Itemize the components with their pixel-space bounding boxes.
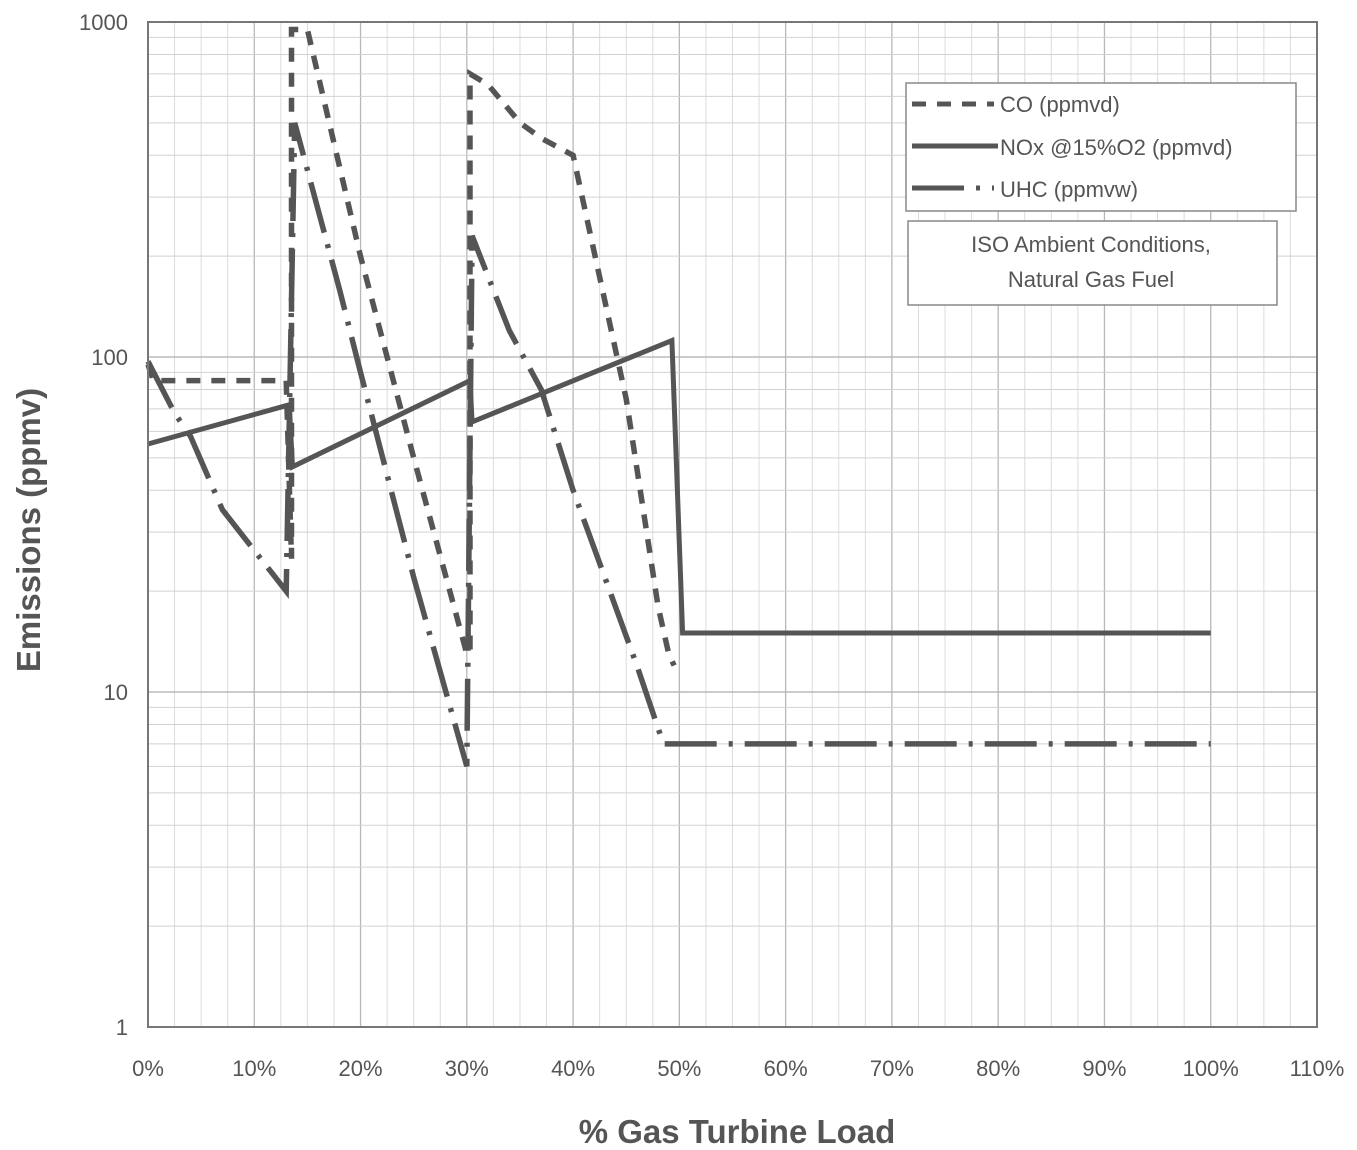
x-tick-label: 0% bbox=[132, 1056, 164, 1081]
legend-label-co: CO (ppmvd) bbox=[1000, 92, 1120, 117]
tick-labels: 0% 10% 20% 30% 40% 50% 60% 70% 80% 90% 100% 110% 1 10… bbox=[79, 10, 1344, 1081]
x-tick-label: 40% bbox=[551, 1056, 595, 1081]
legend-label-nox: NOx @15%O2 (ppmvd) bbox=[1000, 135, 1233, 160]
note-line-1: ISO Ambient Conditions, bbox=[971, 232, 1211, 257]
x-tick-label: 70% bbox=[870, 1056, 914, 1081]
y-tick-label: 100 bbox=[91, 345, 128, 370]
series-lines bbox=[145, 26, 1211, 768]
x-tick-label: 10% bbox=[232, 1056, 276, 1081]
legend: CO (ppmvd) NOx @15%O2 (ppmvd) UHC (ppmvw… bbox=[905, 82, 1297, 212]
note-box-frame bbox=[907, 220, 1278, 306]
x-tick-label: 90% bbox=[1082, 1056, 1126, 1081]
x-tick-label: 20% bbox=[339, 1056, 383, 1081]
y-tick-label: 1000 bbox=[79, 10, 128, 35]
y-tick-label: 1 bbox=[116, 1015, 128, 1040]
x-axis-title: % Gas Turbine Load bbox=[579, 1113, 896, 1150]
note-line-2: Natural Gas Fuel bbox=[1008, 267, 1174, 292]
x-tick-label: 30% bbox=[445, 1056, 489, 1081]
plot-frame bbox=[147, 21, 1318, 1028]
x-tick-label: 100% bbox=[1183, 1056, 1239, 1081]
y-tick-label: 10 bbox=[104, 680, 128, 705]
x-tick-label: 60% bbox=[764, 1056, 808, 1081]
series-line-co bbox=[145, 26, 677, 667]
x-tick-label: 110% bbox=[1290, 1056, 1345, 1081]
x-tick-label: 50% bbox=[657, 1056, 701, 1081]
series-line-uhc bbox=[145, 122, 1211, 768]
conditions-note: ISO Ambient Conditions, Natural Gas Fuel bbox=[907, 220, 1278, 306]
legend-label-uhc: UHC (ppmvw) bbox=[1000, 177, 1138, 202]
x-tick-label: 80% bbox=[976, 1056, 1020, 1081]
y-axis-title: Emissions (ppmv) bbox=[10, 388, 47, 672]
